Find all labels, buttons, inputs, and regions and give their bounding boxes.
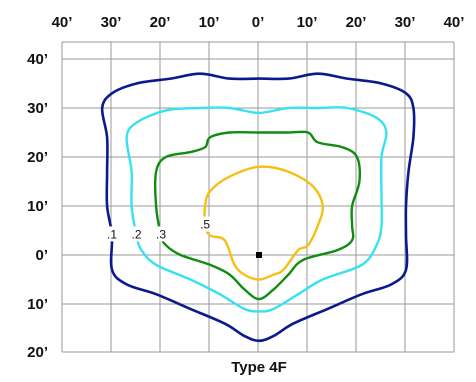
grid [61, 41, 455, 353]
contour-label-background [197, 216, 214, 232]
contour-label-background [128, 226, 145, 242]
contour-label-background [104, 226, 120, 242]
y-tick-label: 20’ [27, 149, 48, 166]
contour-label: .2 [131, 227, 141, 241]
contour-label-background [153, 226, 169, 242]
y-tick-label: 10’ [27, 296, 48, 313]
x-tick-label: 30’ [395, 14, 416, 31]
x-tick-label: 20’ [150, 14, 171, 31]
y-tick-label: 10’ [27, 198, 48, 215]
y-axis-ticks: 40’ 30’ 20’ 10’ 0’ 10’ 20’ [27, 51, 48, 361]
x-tick-label: 30’ [101, 14, 122, 31]
x-tick-label: 10’ [199, 14, 220, 31]
x-axis-ticks: 40’ 30’ 20’ 10’ 0’ 10’ 20’ 30’ 40’ [52, 14, 465, 31]
y-tick-label: 0’ [35, 247, 48, 264]
x-tick-label: 40’ [444, 14, 465, 31]
y-tick-label: 30’ [27, 100, 48, 117]
x-tick-label: 20’ [346, 14, 367, 31]
x-tick-label: 10’ [297, 14, 318, 31]
contour-p3-fc [153, 130, 362, 301]
diagram-caption: Type 4F [231, 359, 287, 376]
x-tick-label: 40’ [52, 14, 73, 31]
contour-p2-fc [125, 106, 388, 313]
contour-p5-fc [203, 165, 325, 281]
contour-label: .5 [200, 218, 210, 232]
contour-label: .1 [107, 227, 117, 241]
contour-curves [100, 72, 416, 343]
x-tick-label: 0’ [252, 14, 265, 31]
contour-p1-fc [100, 72, 416, 343]
y-tick-label: 40’ [27, 51, 48, 68]
contour-label: .3 [156, 227, 166, 241]
luminaire-marker [256, 252, 262, 258]
y-tick-label: 20’ [27, 344, 48, 361]
contour-labels: .1 .2 .3 .5 [104, 216, 214, 242]
